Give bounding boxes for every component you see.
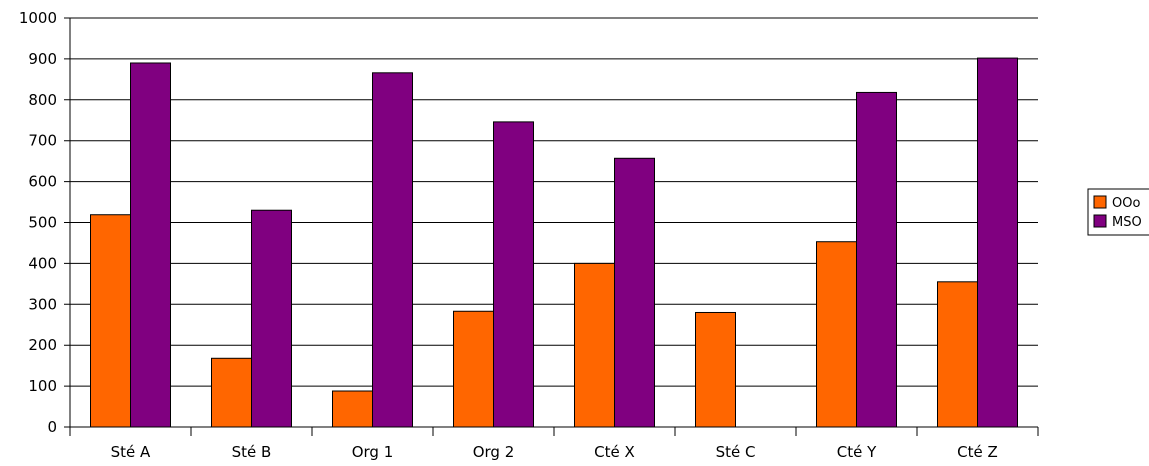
y-tick-label: 500: [28, 214, 57, 232]
x-tick-label: Sté B: [232, 443, 272, 461]
x-tick-label: Sté A: [111, 443, 151, 461]
x-tick-label: Cté Z: [957, 443, 998, 461]
bar-ooo-7: [937, 281, 978, 428]
bar-mso-3: [493, 121, 534, 428]
axes: [69, 18, 1039, 436]
legend: OOo MSO: [1087, 188, 1149, 236]
y-tick-label: 700: [28, 132, 57, 150]
y-tick-label: 600: [28, 173, 57, 191]
legend-label-ooo: OOo: [1112, 196, 1140, 211]
bar-ooo-6: [816, 241, 857, 428]
legend-label-mso: MSO: [1112, 215, 1142, 230]
y-tick-label: 900: [28, 50, 57, 68]
y-tick-label: 200: [28, 336, 57, 354]
y-tick-label: 100: [28, 377, 57, 395]
bar-ooo-0: [90, 214, 131, 428]
y-tick-labels: 0 100 200 300 400 500 600 700 800 900 1000: [19, 9, 57, 436]
bar-mso-4: [614, 157, 655, 428]
x-tick-label: Org 2: [473, 443, 515, 461]
y-tick-label: 300: [28, 295, 57, 313]
x-tick-label: Cté X: [594, 443, 635, 461]
bar-mso-7: [977, 57, 1018, 428]
y-tick-label: 400: [28, 254, 57, 272]
x-tick-label: Sté C: [716, 443, 756, 461]
bar-mso-1: [251, 209, 292, 428]
bar-mso-2: [372, 72, 413, 428]
x-tick-label: Cté Y: [837, 443, 877, 461]
legend-swatch-mso: [1093, 214, 1107, 228]
y-tick-label: 1000: [19, 9, 57, 27]
bar-ooo-3: [453, 310, 494, 428]
legend-swatch-ooo: [1093, 195, 1107, 209]
bar-ooo-1: [211, 357, 252, 428]
x-tick-label: Org 1: [352, 443, 394, 461]
y-tick-label: 800: [28, 91, 57, 109]
bar-ooo-2: [332, 390, 373, 428]
x-tick-labels: Sté A Sté B Org 1 Org 2 Cté X Sté C Cté Y Cté Z: [111, 443, 998, 461]
bars: [90, 57, 1018, 428]
y-tick-label: 0: [47, 418, 57, 436]
bar-ooo-4: [574, 262, 615, 428]
bar-mso-0: [130, 62, 171, 428]
bar-mso-6: [856, 91, 897, 428]
bar-ooo-5: [695, 311, 736, 428]
